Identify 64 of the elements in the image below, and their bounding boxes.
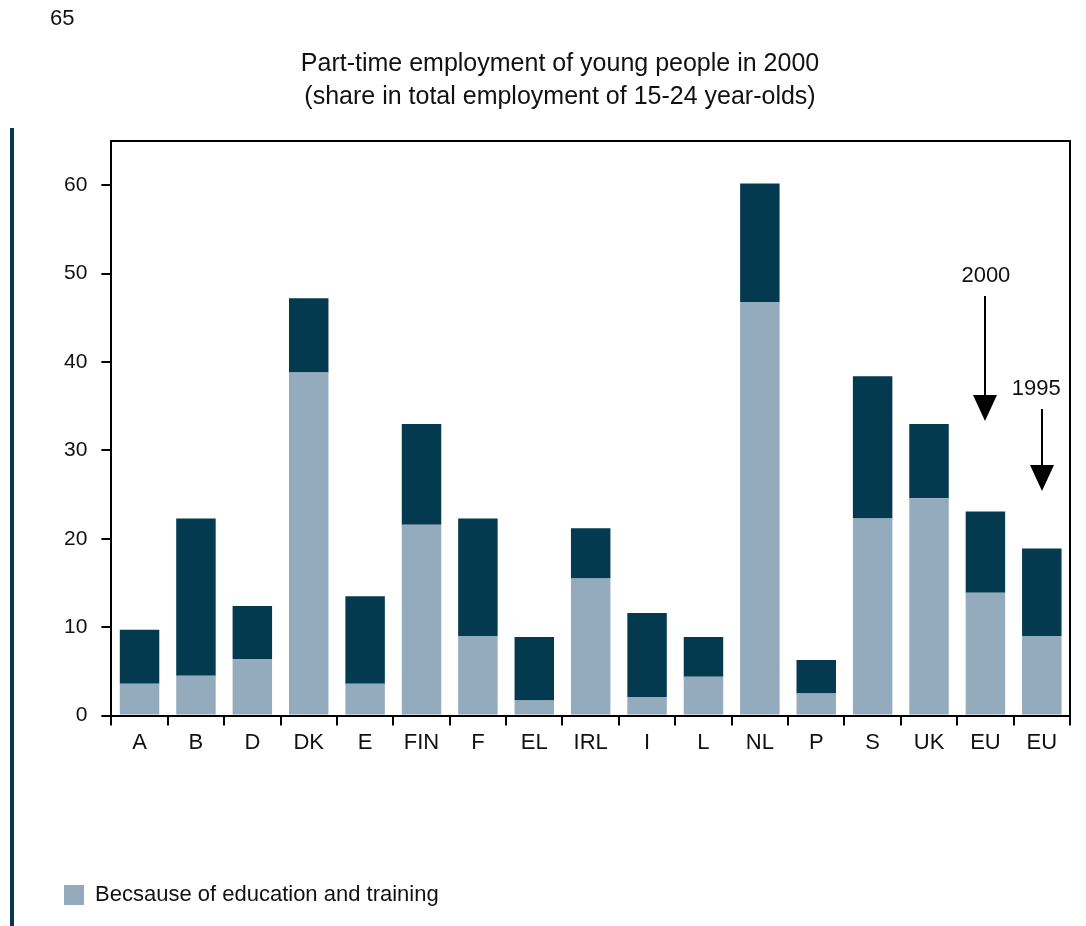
bar [796, 693, 836, 715]
bar [965, 511, 1006, 593]
x-tick-label: DK [293, 728, 325, 754]
chart-title: Part-time employment of young people in 2000 [300, 48, 820, 77]
x-tick-label: NL [745, 728, 774, 754]
chart-subtitle: (share in total employment of 15-24 year-olds) [304, 80, 816, 109]
bar [627, 697, 667, 715]
x-tick-label: UK [913, 728, 945, 754]
legend-label: Becsause of education and training [95, 881, 439, 907]
bar [740, 183, 780, 302]
bar [401, 524, 442, 715]
x-tick-label: EU [1026, 728, 1058, 754]
x-tick-label: E [357, 728, 373, 754]
y-tick-label: 40 [64, 348, 88, 372]
x-tick-label: A [132, 728, 148, 754]
bar [1022, 636, 1062, 715]
bar [119, 683, 160, 715]
y-tick-label: 60 [64, 172, 88, 195]
bar [232, 605, 273, 660]
bar [514, 636, 555, 701]
y-tick-label: 50 [64, 260, 88, 284]
bar [458, 518, 498, 637]
y-tick-label: 0 [75, 702, 88, 726]
bar [909, 498, 949, 715]
annotation: 2000 [961, 262, 1011, 289]
y-tick-label: 30 [64, 437, 88, 461]
bar [458, 636, 498, 715]
bar [232, 659, 273, 715]
bar [627, 613, 667, 698]
bar [345, 596, 385, 684]
x-tick-label: P [808, 728, 824, 754]
y-tick-label: 10 [64, 614, 88, 637]
bar [683, 636, 724, 677]
x-tick-label: F [471, 728, 485, 754]
bar [570, 578, 611, 715]
bar [740, 301, 780, 715]
bar [514, 700, 555, 715]
bar [852, 518, 893, 715]
x-tick-label: D [244, 728, 261, 754]
bar [288, 372, 329, 715]
bar [401, 423, 442, 525]
bar [345, 683, 385, 715]
x-tick-label: I [644, 728, 651, 754]
x-tick-label: B [188, 728, 204, 754]
x-tick-label: L [697, 728, 710, 754]
text: 65 [50, 5, 75, 31]
bar [176, 675, 216, 715]
x-tick-label: S [865, 728, 880, 754]
bar [1022, 548, 1062, 637]
annotation: 1995 [1011, 374, 1061, 401]
bar [965, 592, 1006, 715]
x-tick-label: IRL [573, 728, 608, 754]
x-tick-label: FIN [403, 728, 440, 754]
bar [683, 676, 724, 715]
bar [176, 518, 216, 676]
x-tick-label: EU [970, 728, 1001, 754]
bar [796, 659, 836, 694]
bar [288, 298, 329, 373]
x-tick-label: EL [520, 728, 548, 754]
bar [909, 423, 949, 499]
bar [570, 528, 611, 579]
y-tick-label: 20 [64, 525, 88, 549]
bar [852, 376, 893, 519]
bar [119, 629, 160, 684]
